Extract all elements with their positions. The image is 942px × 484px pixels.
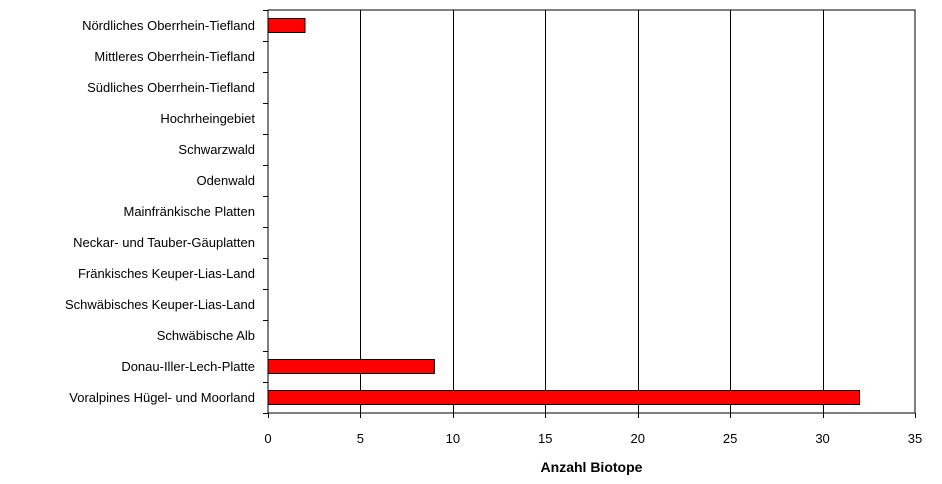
- x-axis-title: Anzahl Biotope: [541, 459, 643, 475]
- x-tick-label: 10: [446, 431, 460, 446]
- x-tick-label: 35: [908, 431, 922, 446]
- x-tick-label: 15: [538, 431, 552, 446]
- x-tick-label: 0: [264, 431, 271, 446]
- category-label: Voralpines Hügel- und Moorland: [69, 390, 255, 405]
- category-label: Schwäbisches Keuper-Lias-Land: [65, 297, 255, 312]
- x-tick-label: 5: [357, 431, 364, 446]
- tick-marks: [263, 10, 916, 418]
- bar: [267, 390, 861, 405]
- category-labels: Nördliches Oberrhein-Tiefland Mittleres O…: [65, 18, 255, 405]
- x-tick-labels: 0 5 10 15 20 25 30 35: [264, 431, 922, 446]
- category-label: Fränkisches Keuper-Lias-Land: [78, 266, 255, 281]
- category-label: Odenwald: [196, 173, 255, 188]
- gridlines: [360, 10, 824, 413]
- plot-frame: [267, 9, 916, 414]
- x-tick-label: 20: [630, 431, 644, 446]
- category-label: Neckar- und Tauber-Gäuplatten: [73, 235, 255, 250]
- category-label: Nördliches Oberrhein-Tiefland: [82, 18, 255, 33]
- category-label: Hochrheingebiet: [160, 111, 255, 126]
- category-label: Donau-Iller-Lech-Platte: [121, 359, 255, 374]
- category-label: Schwäbische Alb: [157, 328, 255, 343]
- category-label: Mittleres Oberrhein-Tiefland: [94, 49, 255, 64]
- bar: [267, 359, 435, 374]
- bars: [267, 18, 861, 405]
- bar: [267, 18, 306, 33]
- x-tick-label: 30: [815, 431, 829, 446]
- x-tick-label: 25: [723, 431, 737, 446]
- category-label: Mainfränkische Platten: [123, 204, 255, 219]
- category-label: Südliches Oberrhein-Tiefland: [87, 80, 255, 95]
- category-label: Schwarzwald: [178, 142, 255, 157]
